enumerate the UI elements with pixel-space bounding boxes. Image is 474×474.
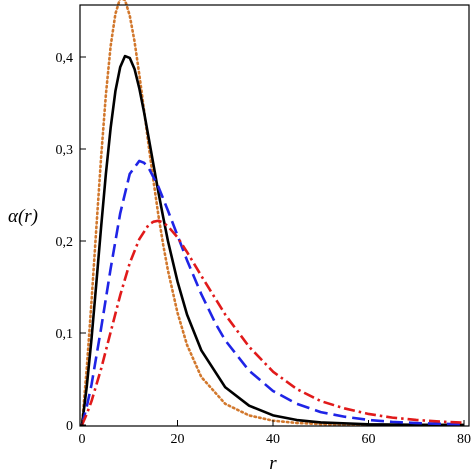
x-axis-ticks: 0 20 40 60 80 [79,420,471,447]
series-line-dotted [80,0,466,427]
series-line-dashed [80,159,465,426]
series-line-dash-dot [80,219,465,426]
series-layer [80,0,466,427]
y-tick-label: 0,2 [56,235,74,250]
y-tick-label: 0,1 [56,327,74,342]
x-tick-label: 60 [362,432,376,447]
x-tick-label: 40 [266,432,280,447]
y-axis-label: α(r) [8,206,38,227]
y-tick-label: 0,3 [56,143,74,158]
series-line-solid [80,54,465,427]
plot-frame [79,4,470,427]
y-axis-ticks: 0 0,1 0,2 0,3 0,4 [56,51,86,434]
x-tick-label: 20 [171,432,185,447]
y-tick-label: 0,4 [56,51,74,66]
y-tick-label: 0 [66,419,73,434]
x-axis-label: r [269,453,277,474]
x-tick-label: 80 [457,432,471,447]
x-tick-label: 0 [79,432,86,447]
